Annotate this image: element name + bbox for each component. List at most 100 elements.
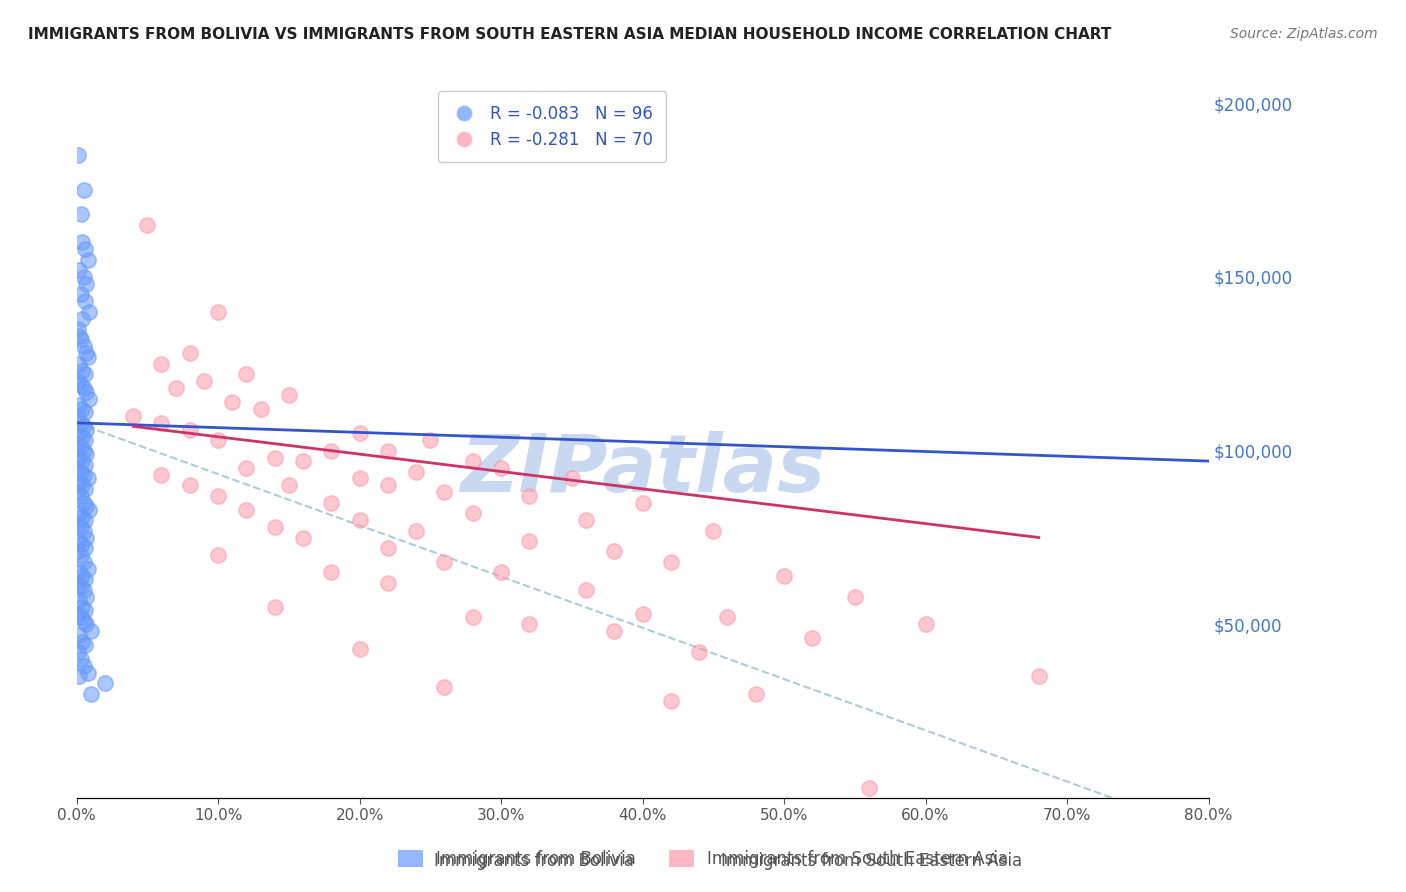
Text: ZIPatlas: ZIPatlas	[460, 431, 825, 508]
Immigrants from South Eastern Asia	[150, 416, 173, 430]
Immigrants from South Eastern Asia	[433, 680, 456, 694]
Immigrants from South Eastern Asia	[858, 780, 880, 795]
Immigrants from Bolivia	[67, 357, 90, 371]
Immigrants from South Eastern Asia	[519, 533, 541, 548]
Immigrants from Bolivia	[72, 614, 94, 628]
Immigrants from Bolivia	[72, 269, 94, 284]
Immigrants from Bolivia	[67, 399, 90, 413]
Immigrants from South Eastern Asia	[433, 555, 456, 569]
Immigrants from Bolivia	[94, 676, 117, 690]
Immigrants from Bolivia	[66, 148, 89, 162]
Immigrants from South Eastern Asia	[235, 502, 257, 516]
Legend: R = -0.083   N = 96, R = -0.281   N = 70: R = -0.083 N = 96, R = -0.281 N = 70	[439, 92, 666, 162]
Immigrants from Bolivia	[73, 603, 96, 617]
Immigrants from Bolivia	[66, 575, 89, 590]
Immigrants from Bolivia	[67, 506, 90, 520]
Immigrants from South Eastern Asia	[575, 582, 598, 597]
Immigrants from South Eastern Asia	[745, 687, 768, 701]
Immigrants from Bolivia	[69, 652, 91, 666]
Immigrants from Bolivia	[72, 582, 94, 597]
Immigrants from South Eastern Asia	[207, 548, 229, 562]
Immigrants from South Eastern Asia	[377, 478, 399, 492]
Immigrants from Bolivia	[66, 461, 89, 475]
Immigrants from South Eastern Asia	[349, 641, 371, 656]
Immigrants from Bolivia	[70, 537, 93, 551]
Immigrants from Bolivia	[70, 401, 93, 416]
Immigrants from Bolivia	[73, 482, 96, 496]
Immigrants from Bolivia	[70, 454, 93, 468]
Immigrants from Bolivia	[77, 562, 100, 576]
Immigrants from Bolivia	[66, 322, 89, 336]
Immigrants from Bolivia	[73, 434, 96, 448]
Immigrants from Bolivia	[75, 500, 97, 514]
Immigrants from South Eastern Asia	[688, 645, 710, 659]
Immigrants from South Eastern Asia	[150, 357, 173, 371]
Immigrants from Bolivia	[69, 520, 91, 534]
Immigrants from Bolivia	[69, 579, 91, 593]
Immigrants from South Eastern Asia	[165, 381, 187, 395]
Immigrants from South Eastern Asia	[221, 395, 243, 409]
Immigrants from Bolivia	[69, 333, 91, 347]
Immigrants from Bolivia	[72, 419, 94, 434]
Immigrants from Bolivia	[70, 235, 93, 250]
Immigrants from Bolivia	[72, 496, 94, 510]
Immigrants from Bolivia	[75, 423, 97, 437]
Immigrants from South Eastern Asia	[122, 409, 145, 423]
Immigrants from South Eastern Asia	[461, 454, 484, 468]
Immigrants from South Eastern Asia	[659, 694, 682, 708]
Immigrants from South Eastern Asia	[235, 461, 257, 475]
Immigrants from South Eastern Asia	[801, 632, 824, 646]
Immigrants from Bolivia	[66, 516, 89, 531]
Immigrants from Bolivia	[73, 294, 96, 309]
Immigrants from South Eastern Asia	[405, 524, 427, 538]
Immigrants from South Eastern Asia	[207, 434, 229, 448]
Text: Source: ZipAtlas.com: Source: ZipAtlas.com	[1230, 27, 1378, 41]
Immigrants from South Eastern Asia	[631, 496, 654, 510]
Immigrants from South Eastern Asia	[179, 423, 201, 437]
Immigrants from Bolivia	[67, 533, 90, 548]
Immigrants from South Eastern Asia	[321, 566, 343, 580]
Immigrants from Bolivia	[66, 645, 89, 659]
Immigrants from Bolivia	[73, 513, 96, 527]
Immigrants from South Eastern Asia	[716, 610, 738, 624]
Immigrants from South Eastern Asia	[433, 485, 456, 500]
Immigrants from Bolivia	[70, 599, 93, 614]
Immigrants from Bolivia	[73, 638, 96, 652]
Immigrants from South Eastern Asia	[193, 374, 215, 388]
Immigrants from Bolivia	[67, 628, 90, 642]
Immigrants from South Eastern Asia	[277, 478, 299, 492]
Immigrants from Bolivia	[69, 377, 91, 392]
Immigrants from South Eastern Asia	[349, 426, 371, 441]
Immigrants from Bolivia	[70, 364, 93, 378]
Immigrants from Bolivia	[72, 381, 94, 395]
Immigrants from South Eastern Asia	[461, 610, 484, 624]
Immigrants from South Eastern Asia	[603, 544, 626, 558]
Immigrants from Bolivia	[80, 687, 103, 701]
Immigrants from South Eastern Asia	[321, 443, 343, 458]
Immigrants from Bolivia	[69, 548, 91, 562]
Immigrants from Bolivia	[72, 524, 94, 538]
Immigrants from South Eastern Asia	[519, 489, 541, 503]
Immigrants from South Eastern Asia	[461, 506, 484, 520]
Immigrants from Bolivia	[67, 566, 90, 580]
Immigrants from South Eastern Asia	[844, 590, 866, 604]
Immigrants from South Eastern Asia	[207, 489, 229, 503]
Immigrants from South Eastern Asia	[349, 513, 371, 527]
Immigrants from Bolivia	[66, 485, 89, 500]
Immigrants from South Eastern Asia	[561, 471, 583, 485]
Immigrants from South Eastern Asia	[179, 478, 201, 492]
Immigrants from Bolivia	[67, 329, 90, 343]
Immigrants from Bolivia	[66, 374, 89, 388]
Immigrants from Bolivia	[80, 624, 103, 639]
Immigrants from Bolivia	[75, 590, 97, 604]
Immigrants from South Eastern Asia	[349, 471, 371, 485]
Immigrants from Bolivia	[72, 443, 94, 458]
Immigrants from South Eastern Asia	[377, 575, 399, 590]
Immigrants from South Eastern Asia	[1028, 669, 1050, 683]
Immigrants from Bolivia	[77, 350, 100, 364]
Immigrants from South Eastern Asia	[150, 467, 173, 482]
Immigrants from Bolivia	[72, 659, 94, 673]
Immigrants from Bolivia	[70, 634, 93, 648]
Immigrants from Bolivia	[73, 405, 96, 419]
Immigrants from Bolivia	[70, 430, 93, 444]
